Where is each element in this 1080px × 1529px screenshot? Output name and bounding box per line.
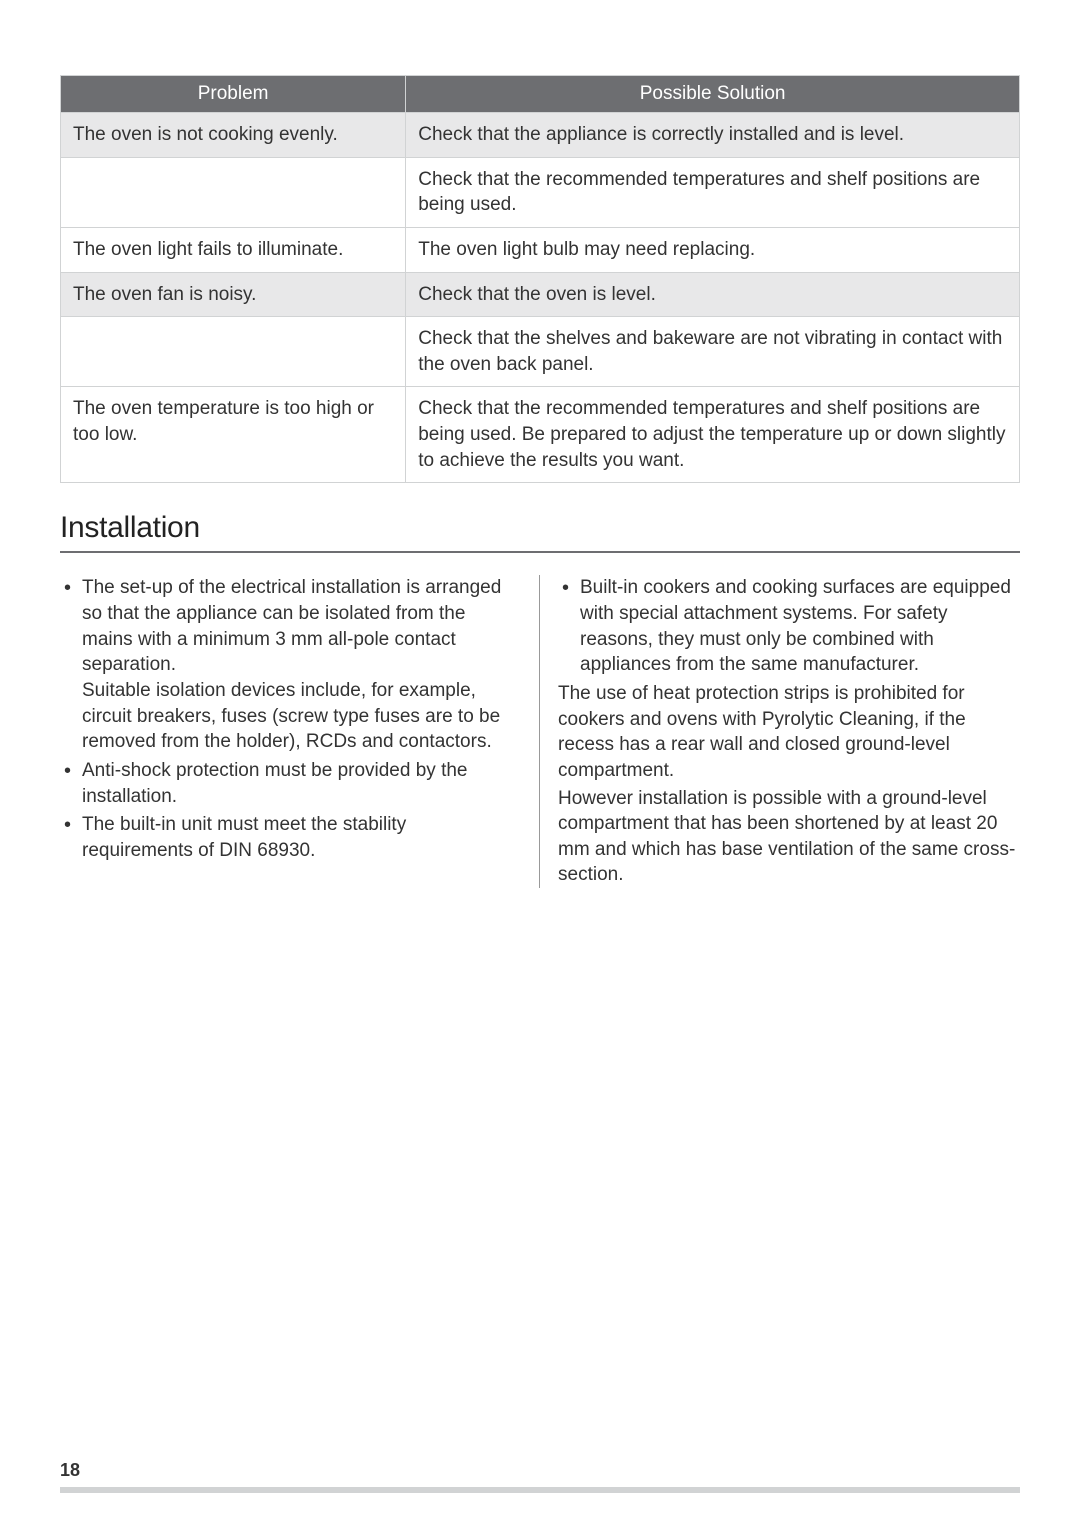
list-item: Anti-shock protection must be provided b… (60, 758, 521, 809)
cell-problem: The oven fan is noisy. (61, 272, 406, 317)
cell-problem: The oven is not cooking evenly. (61, 113, 406, 158)
troubleshooting-table: Problem Possible Solution The oven is no… (60, 75, 1020, 483)
table-header-row: Problem Possible Solution (61, 76, 1020, 113)
table-row: The oven is not cooking evenly. Check th… (61, 113, 1020, 158)
column-left: The set-up of the electrical installatio… (60, 575, 540, 888)
cell-problem (61, 317, 406, 387)
cell-problem: The oven temperature is too high or too … (61, 387, 406, 483)
cell-solution: Check that the oven is level. (406, 272, 1020, 317)
table-row: The oven fan is noisy. Check that the ov… (61, 272, 1020, 317)
footer-line (60, 1487, 1020, 1493)
page-footer: 18 (60, 1460, 1020, 1493)
table-row: The oven light fails to illuminate. The … (61, 227, 1020, 272)
bullet-list-right: Built-in cookers and cooking surfaces ar… (558, 575, 1020, 678)
cell-solution: Check that the recommended temperatures … (406, 157, 1020, 227)
section-heading-installation: Installation (60, 511, 1020, 545)
list-item: Built-in cookers and cooking surfaces ar… (558, 575, 1020, 678)
list-item-text: Built-in cookers and cooking surfaces ar… (580, 577, 1011, 675)
list-item-text: The built-in unit must meet the stabilit… (82, 814, 406, 861)
paragraph: However installation is possible with a … (558, 786, 1020, 889)
cell-problem (61, 157, 406, 227)
table-row: The oven temperature is too high or too … (61, 387, 1020, 483)
table-row: Check that the shelves and bakeware are … (61, 317, 1020, 387)
list-item: The set-up of the electrical installatio… (60, 575, 521, 754)
section-divider (60, 551, 1020, 553)
list-item-text: Anti-shock protection must be provided b… (82, 760, 467, 807)
table-row: Check that the recommended temperatures … (61, 157, 1020, 227)
page-number: 18 (60, 1460, 1020, 1481)
paragraph: The use of heat protection strips is pro… (558, 681, 1020, 784)
bullet-list-left: The set-up of the electrical installatio… (60, 575, 521, 863)
column-header-problem: Problem (61, 76, 406, 113)
cell-solution: Check that the shelves and bakeware are … (406, 317, 1020, 387)
cell-solution: The oven light bulb may need replacing. (406, 227, 1020, 272)
column-right: Built-in cookers and cooking surfaces ar… (540, 575, 1020, 888)
cell-solution: Check that the recommended temperatures … (406, 387, 1020, 483)
list-item-text: The set-up of the electrical installatio… (82, 577, 501, 752)
list-item: The built-in unit must meet the stabilit… (60, 812, 521, 863)
cell-solution: Check that the appliance is correctly in… (406, 113, 1020, 158)
two-column-layout: The set-up of the electrical installatio… (60, 575, 1020, 888)
column-header-solution: Possible Solution (406, 76, 1020, 113)
cell-problem: The oven light fails to illuminate. (61, 227, 406, 272)
